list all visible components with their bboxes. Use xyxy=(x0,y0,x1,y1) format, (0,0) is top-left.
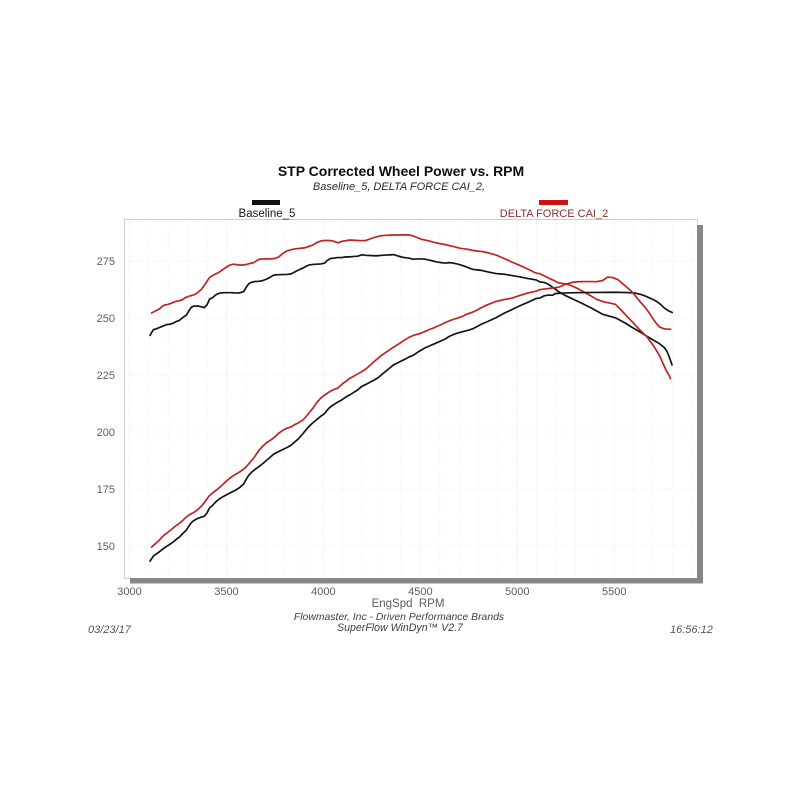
svg-text:STP Corrected Wheel Power vs.: STP Corrected Wheel Power vs. RPM xyxy=(278,163,524,179)
svg-text:175: 175 xyxy=(97,484,115,496)
svg-text:4000: 4000 xyxy=(311,586,335,598)
svg-text:275: 275 xyxy=(97,256,115,268)
svg-text:4500: 4500 xyxy=(408,586,432,598)
svg-text:3500: 3500 xyxy=(214,586,238,598)
svg-text:200: 200 xyxy=(97,427,115,439)
svg-text:250: 250 xyxy=(97,313,115,325)
svg-text:Baseline_5: Baseline_5 xyxy=(239,208,296,220)
svg-text:03/23/17: 03/23/17 xyxy=(88,624,132,636)
svg-text:5500: 5500 xyxy=(602,586,626,598)
svg-text:Baseline_5, DELTA FORCE CAI_2,: Baseline_5, DELTA FORCE CAI_2, xyxy=(313,181,485,193)
svg-text:150: 150 xyxy=(97,541,115,553)
svg-text:Flowmaster, Inc - Driven Perfo: Flowmaster, Inc - Driven Performance Bra… xyxy=(294,612,504,623)
svg-text:5000: 5000 xyxy=(505,586,529,598)
svg-text:DELTA FORCE CAI_2: DELTA FORCE CAI_2 xyxy=(500,208,608,220)
svg-text:EngSpd RPM: EngSpd RPM xyxy=(372,598,445,610)
svg-text:SuperFlow WinDyn™ V2.7: SuperFlow WinDyn™ V2.7 xyxy=(337,622,464,634)
svg-text:16:56:12: 16:56:12 xyxy=(670,624,713,636)
svg-text:3000: 3000 xyxy=(117,586,141,598)
svg-text:225: 225 xyxy=(97,370,115,382)
